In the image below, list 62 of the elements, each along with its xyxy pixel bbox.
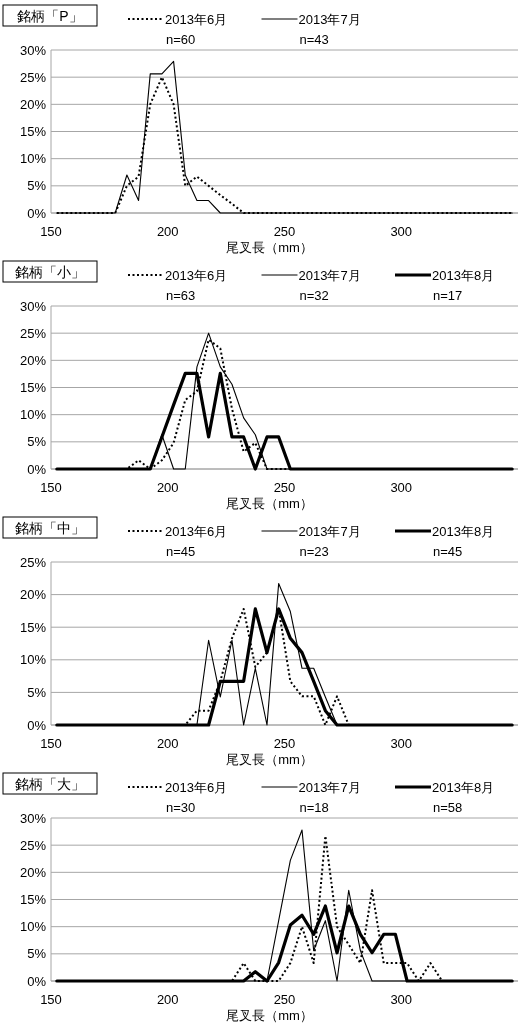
y-tick-label: 30% — [19, 42, 47, 58]
x-tick-label: 150 — [40, 224, 62, 239]
x-tick-label: 300 — [390, 992, 413, 1007]
legend-label: 2013年6月 n=30 — [165, 780, 228, 815]
chart-title: 銘柄「小」 — [15, 264, 85, 280]
y-tick-label: 20% — [19, 864, 47, 880]
legend-label: 2013年6月 n=63 — [165, 268, 228, 303]
y-tick-label: 30% — [19, 298, 47, 314]
legend-label: 2013年7月 n=23 — [298, 524, 361, 559]
chart-title: 銘柄「大」 — [15, 776, 85, 792]
x-tick-label: 200 — [156, 224, 179, 239]
x-tick-label: 150 — [40, 992, 62, 1007]
legend-label: 2013年8月 n=17 — [432, 268, 495, 303]
y-tick-label: 5% — [27, 684, 47, 700]
y-tick-label: 15% — [19, 619, 47, 635]
y-tick-label: 20% — [19, 96, 47, 112]
x-axis-title: 尾叉長（mm） — [226, 752, 313, 767]
x-tick-label: 200 — [156, 480, 179, 495]
x-tick-label: 200 — [156, 736, 179, 751]
y-tick-label: 25% — [19, 325, 47, 341]
legend-label: 2013年7月 n=18 — [298, 780, 361, 815]
y-tick-label: 0% — [27, 973, 47, 989]
y-tick-label: 5% — [27, 434, 47, 450]
x-axis-title: 尾叉長（mm） — [226, 240, 313, 255]
y-tick-label: 10% — [19, 407, 47, 423]
y-tick-label: 15% — [19, 124, 47, 140]
y-tick-label: 0% — [27, 205, 47, 221]
legend-label: 2013年6月 n=45 — [165, 524, 228, 559]
x-axis-title: 尾叉長（mm） — [226, 496, 313, 511]
y-tick-label: 25% — [19, 69, 47, 85]
legend-label: 2013年8月 n=45 — [432, 524, 495, 559]
legend-label: 2013年8月 n=58 — [432, 780, 495, 815]
x-tick-label: 250 — [273, 992, 296, 1007]
x-tick-label: 250 — [273, 736, 296, 751]
x-tick-label: 250 — [273, 224, 296, 239]
legend-label: 2013年7月 n=32 — [298, 268, 361, 303]
legend-label: 2013年7月 n=43 — [298, 12, 361, 47]
x-tick-label: 300 — [390, 736, 413, 751]
y-tick-label: 5% — [27, 178, 47, 194]
x-tick-label: 300 — [390, 224, 413, 239]
y-tick-label: 30% — [19, 810, 47, 826]
y-tick-label: 15% — [19, 380, 47, 396]
x-tick-label: 250 — [273, 480, 296, 495]
x-axis-title: 尾叉長（mm） — [226, 1008, 313, 1023]
y-tick-label: 10% — [19, 652, 47, 668]
y-tick-label: 25% — [19, 554, 47, 570]
y-tick-label: 25% — [19, 837, 47, 853]
y-tick-label: 20% — [19, 352, 47, 368]
y-tick-label: 0% — [27, 461, 47, 477]
y-tick-label: 0% — [27, 717, 47, 733]
x-tick-label: 150 — [40, 480, 62, 495]
y-tick-label: 10% — [19, 151, 47, 167]
x-tick-label: 200 — [156, 992, 179, 1007]
chart-title: 銘柄「P」 — [17, 8, 83, 24]
y-tick-label: 20% — [19, 587, 47, 603]
chart-title: 銘柄「中」 — [15, 520, 85, 536]
x-tick-label: 300 — [390, 480, 413, 495]
legend-label: 2013年6月 n=60 — [165, 12, 228, 47]
y-tick-label: 5% — [27, 946, 47, 962]
y-tick-label: 15% — [19, 892, 47, 908]
x-tick-label: 150 — [40, 736, 62, 751]
y-tick-label: 10% — [19, 919, 47, 935]
